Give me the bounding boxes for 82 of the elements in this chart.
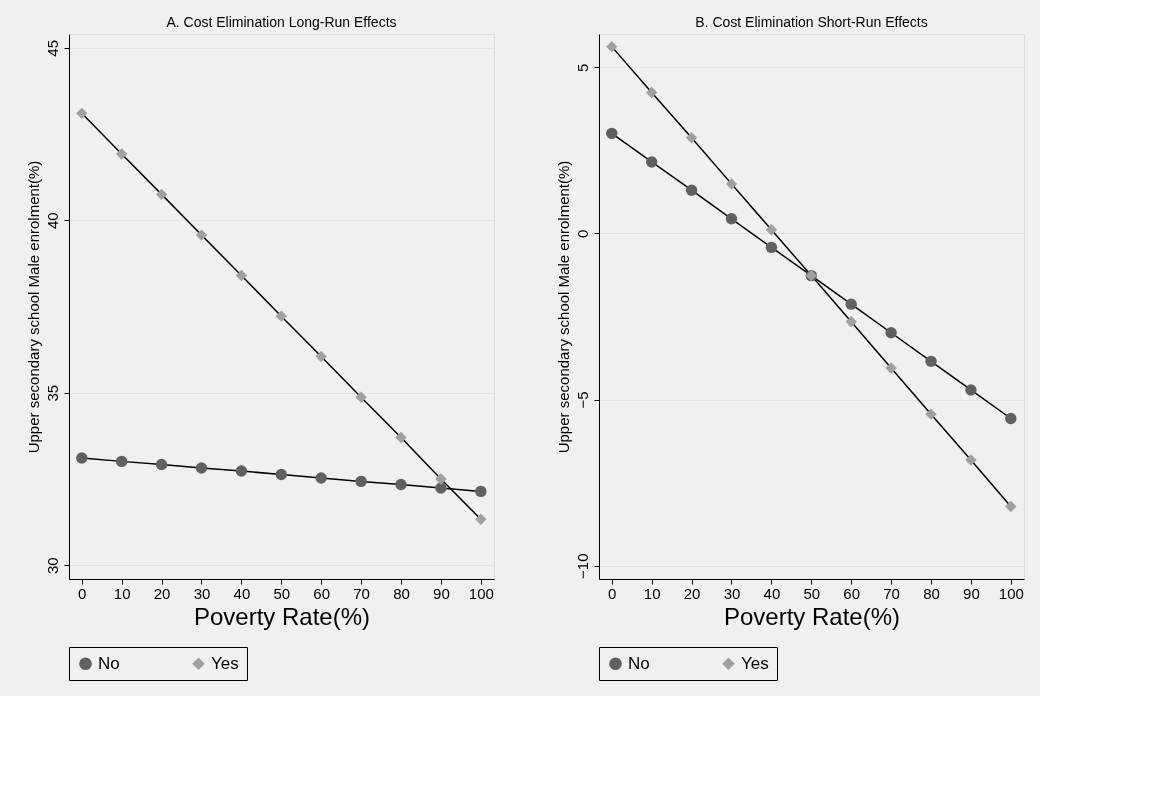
x-tick-label: 100 xyxy=(998,584,1024,602)
point xyxy=(845,316,857,328)
point xyxy=(315,472,327,484)
y-tick-label: 30 xyxy=(43,557,61,575)
point xyxy=(155,458,168,471)
y-tick-label: 5 xyxy=(573,63,591,72)
point xyxy=(395,478,407,491)
point xyxy=(606,40,618,53)
x-tick-label: 10 xyxy=(113,584,131,602)
point xyxy=(235,269,248,282)
x-tick-label: 40 xyxy=(763,584,781,602)
point xyxy=(645,86,658,99)
x-tick-label: 60 xyxy=(843,584,861,602)
y-tick-label: −10 xyxy=(573,553,591,579)
x-tick-label: 10 xyxy=(643,584,661,602)
x-tick-label: 0 xyxy=(78,584,87,602)
point xyxy=(155,188,168,201)
point xyxy=(76,452,88,464)
point xyxy=(355,475,367,488)
x-tick-label: 50 xyxy=(273,584,291,602)
y-tick-label: 40 xyxy=(43,212,61,230)
x-tick-label: 30 xyxy=(193,584,211,602)
y-tick-label: 45 xyxy=(43,39,61,57)
x-tick-label: 20 xyxy=(153,584,171,602)
point xyxy=(315,350,327,363)
x-tick-label: 90 xyxy=(963,584,980,602)
y-axis-title: Upper secondary school Male enrolment(%) xyxy=(554,160,572,454)
y-tick-label: −5 xyxy=(573,391,591,409)
point xyxy=(685,131,698,144)
x-tick-label: 80 xyxy=(393,584,410,602)
x-tick-label: 90 xyxy=(433,584,450,602)
legend-label: No xyxy=(628,653,650,673)
point xyxy=(1005,412,1017,425)
point xyxy=(685,184,698,196)
legend-label: Yes xyxy=(211,653,239,673)
point xyxy=(725,213,738,225)
y-tick-label: 0 xyxy=(573,229,591,239)
point xyxy=(76,107,88,120)
y-axis-title: Upper secondary school Male enrolment(%) xyxy=(24,160,42,454)
x-tick-label: 40 xyxy=(233,584,251,602)
x-tick-label: 70 xyxy=(883,584,900,602)
x-axis-title: Poverty Rate(%) xyxy=(193,602,371,630)
chart-title: A. Cost Elimination Long-Run Effects xyxy=(166,14,397,30)
x-tick-label: 30 xyxy=(723,584,741,602)
y-tick-label: 35 xyxy=(43,384,61,402)
point xyxy=(845,298,857,310)
point xyxy=(195,229,208,241)
point xyxy=(965,454,977,466)
point xyxy=(435,473,447,485)
legend-label: Yes xyxy=(741,653,769,673)
point xyxy=(885,327,897,339)
x-tick-label: 70 xyxy=(353,584,370,602)
chart-title: B. Cost Elimination Short-Run Effects xyxy=(695,14,928,30)
x-tick-label: 100 xyxy=(468,584,494,602)
point xyxy=(885,362,897,374)
point xyxy=(765,241,778,254)
x-tick-label: 60 xyxy=(313,584,331,602)
point xyxy=(355,391,367,403)
point xyxy=(965,384,977,396)
point xyxy=(115,148,128,160)
point xyxy=(475,485,487,498)
x-tick-label: 0 xyxy=(608,584,617,602)
x-tick-label: 50 xyxy=(803,584,821,602)
point xyxy=(395,431,407,444)
point xyxy=(645,156,658,168)
point xyxy=(925,408,937,420)
point xyxy=(765,224,778,236)
x-tick-label: 20 xyxy=(683,584,701,602)
point xyxy=(275,310,287,322)
x-tick-label: 80 xyxy=(923,584,940,602)
point xyxy=(925,355,937,368)
point xyxy=(235,465,248,477)
point xyxy=(725,178,738,190)
point xyxy=(115,455,128,468)
point xyxy=(475,513,487,526)
point xyxy=(275,468,287,481)
x-axis-title: Poverty Rate(%) xyxy=(723,602,901,630)
legend-label: No xyxy=(98,653,120,673)
point xyxy=(435,482,447,494)
point xyxy=(1005,500,1017,513)
point xyxy=(606,127,618,140)
point xyxy=(195,462,208,474)
